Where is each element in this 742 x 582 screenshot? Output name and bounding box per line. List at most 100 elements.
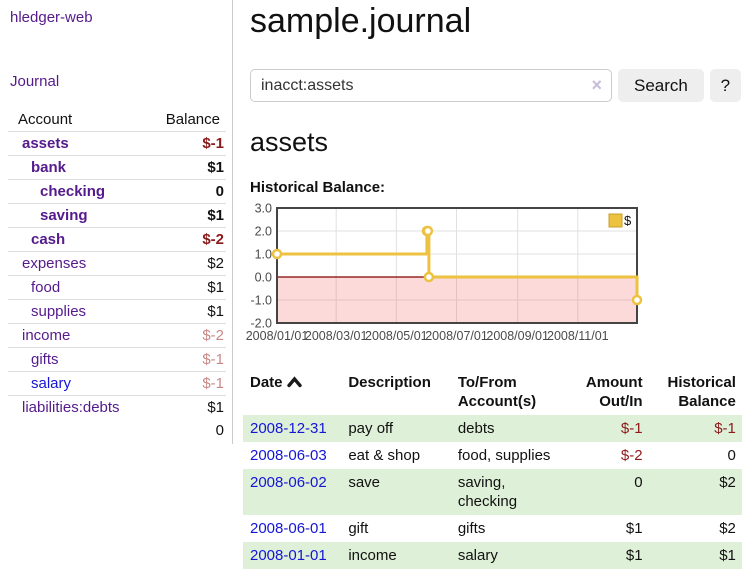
svg-text:2008/07/01: 2008/07/01 bbox=[425, 329, 488, 343]
search-bar: × Search ? bbox=[250, 69, 741, 102]
account-link[interactable]: salary bbox=[31, 375, 72, 392]
accounts-body: assets $-1 bank $1 checking 0 saving $1 cash $-2 e… bbox=[8, 132, 226, 419]
account-balance: $1 bbox=[148, 275, 226, 300]
account-row: checking 0 bbox=[8, 179, 226, 204]
register-amount: 0 bbox=[570, 469, 650, 515]
account-row: food $1 bbox=[8, 275, 226, 300]
register-row: 2008-06-03 eat & shop food, supplies $-2 0 bbox=[243, 442, 742, 469]
account-link[interactable]: gifts bbox=[31, 351, 59, 368]
register-description: eat & shop bbox=[348, 447, 421, 464]
account-link[interactable]: food bbox=[31, 279, 61, 296]
search-input-wrap: × bbox=[250, 69, 612, 102]
accounts-header-account: Account bbox=[8, 108, 149, 132]
transaction-date-link[interactable]: 2008-01-01 bbox=[250, 547, 327, 564]
account-name-cell: bank bbox=[8, 155, 149, 180]
svg-text:-1.0: -1.0 bbox=[250, 294, 272, 308]
register-amount: $1 bbox=[625, 520, 643, 537]
account-link[interactable]: checking bbox=[40, 183, 106, 200]
account-link[interactable]: saving bbox=[40, 207, 88, 224]
page: hledger-web Journal Account Balance asse… bbox=[0, 0, 742, 569]
sidebar-item-journal[interactable]: Journal bbox=[10, 73, 232, 90]
account-balance: $2 bbox=[148, 251, 226, 276]
register-description: gift bbox=[348, 520, 369, 537]
account-link[interactable]: liabilities:debts bbox=[22, 399, 120, 416]
account-row: income $-2 bbox=[8, 323, 226, 348]
account-name-cell: supplies bbox=[8, 299, 149, 324]
sidebar: hledger-web Journal Account Balance asse… bbox=[0, 0, 233, 444]
register-date-cell: 2008-01-01 bbox=[243, 542, 342, 569]
register-date-cell: 2008-12-31 bbox=[243, 415, 342, 442]
account-balance: $1 bbox=[148, 395, 226, 419]
svg-text:0.0: 0.0 bbox=[255, 271, 272, 285]
svg-text:2008/03/01: 2008/03/01 bbox=[305, 329, 368, 343]
account-balance: $-2 bbox=[148, 323, 226, 348]
svg-text:2008/09/01: 2008/09/01 bbox=[486, 329, 549, 343]
account-balance: $1 bbox=[148, 203, 226, 228]
account-name-cell: gifts bbox=[8, 347, 149, 372]
column-header-historical: Historical Balance bbox=[667, 374, 736, 410]
accounts-total-row: 0 bbox=[8, 419, 226, 442]
account-row: gifts $-1 bbox=[8, 347, 226, 372]
search-button[interactable]: Search bbox=[618, 69, 704, 102]
account-name-cell: income bbox=[8, 323, 149, 348]
accounts-header-balance: Balance bbox=[148, 108, 226, 132]
svg-text:$: $ bbox=[624, 213, 632, 228]
column-header-date[interactable]: Date bbox=[243, 369, 341, 415]
register-table: Date Description To/From Account(s) Amount … bbox=[243, 369, 742, 569]
register-balance: $2 bbox=[719, 520, 736, 537]
account-name-cell: liabilities:debts bbox=[8, 395, 149, 419]
register-date-cell: 2008-06-01 bbox=[243, 515, 341, 542]
account-name-cell: food bbox=[8, 275, 149, 300]
sort-ascending-icon bbox=[286, 376, 302, 388]
account-name-cell: cash bbox=[8, 227, 149, 252]
register-accounts: food, supplies bbox=[457, 447, 551, 464]
chart-label: Historical Balance: bbox=[250, 179, 386, 196]
account-name-cell: saving bbox=[8, 203, 149, 228]
account-name-cell: salary bbox=[8, 371, 149, 396]
account-balance: $-1 bbox=[148, 371, 226, 396]
account-link[interactable]: assets bbox=[22, 135, 69, 152]
help-button[interactable]: ? bbox=[709, 69, 741, 102]
chart-legend: $ bbox=[608, 213, 632, 228]
account-link[interactable]: bank bbox=[31, 159, 67, 176]
register-row: 2008-12-31 pay off debts $-1 $-1 bbox=[243, 415, 742, 442]
register-description: pay off bbox=[341, 415, 451, 442]
transaction-date-link[interactable]: 2008-12-31 bbox=[250, 420, 327, 437]
account-balance: $-2 bbox=[148, 227, 226, 252]
register-balance: $1 bbox=[649, 542, 742, 569]
main-content: sample.journal × Search ? assets Histori… bbox=[233, 0, 742, 569]
account-name-cell: expenses bbox=[8, 251, 149, 276]
register-row: 2008-06-01 gift gifts $1 $2 bbox=[243, 515, 742, 542]
register-row: 2008-01-01 income salary $1 $1 bbox=[243, 542, 742, 569]
app-brand[interactable]: hledger-web bbox=[10, 9, 232, 26]
account-row: supplies $1 bbox=[8, 299, 226, 324]
app-brand-link[interactable]: hledger-web bbox=[10, 9, 93, 26]
svg-text:-2.0: -2.0 bbox=[250, 317, 272, 331]
register-amount: $-1 bbox=[570, 415, 650, 442]
transaction-date-link[interactable]: 2008-06-01 bbox=[250, 520, 327, 537]
account-name-cell: checking bbox=[8, 179, 149, 204]
account-row: liabilities:debts $1 bbox=[8, 395, 226, 419]
journal-link[interactable]: Journal bbox=[10, 73, 60, 90]
account-link[interactable]: expenses bbox=[22, 255, 87, 272]
transaction-date-link[interactable]: 2008-06-03 bbox=[250, 447, 327, 464]
account-link[interactable]: supplies bbox=[31, 303, 87, 320]
register-accounts: gifts bbox=[457, 520, 486, 537]
svg-text:2.0: 2.0 bbox=[255, 225, 272, 239]
account-row: assets $-1 bbox=[8, 132, 226, 156]
account-balance: 0 bbox=[148, 179, 226, 204]
account-balance: $-1 bbox=[202, 135, 224, 152]
account-row: cash $-2 bbox=[8, 227, 226, 252]
account-name-cell: assets bbox=[8, 132, 149, 156]
account-link[interactable]: income bbox=[22, 327, 71, 344]
clear-search-icon[interactable]: × bbox=[591, 75, 602, 95]
account-balance: $-1 bbox=[148, 347, 226, 372]
search-input[interactable] bbox=[250, 69, 612, 102]
accounts-total-spacer bbox=[8, 419, 149, 442]
svg-text:3.0: 3.0 bbox=[255, 202, 272, 216]
account-link[interactable]: cash bbox=[31, 231, 66, 248]
svg-text:1.0: 1.0 bbox=[255, 248, 272, 262]
transaction-date-link[interactable]: 2008-06-02 bbox=[250, 474, 327, 491]
svg-text:2008/11/01: 2008/11/01 bbox=[547, 329, 609, 343]
page-title: sample.journal bbox=[250, 2, 472, 40]
